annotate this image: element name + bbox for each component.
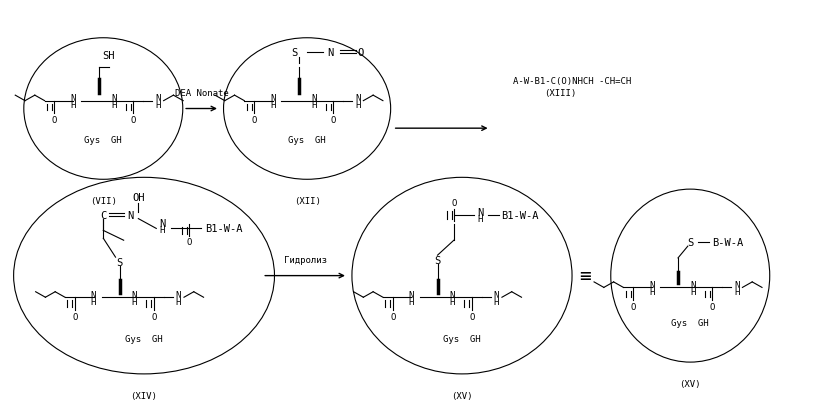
Text: S: S: [687, 238, 694, 247]
Text: (VII): (VII): [90, 197, 117, 206]
Text: N: N: [649, 280, 654, 289]
Text: H: H: [91, 297, 97, 306]
Text: H: H: [160, 225, 164, 235]
Text: (XIII): (XIII): [544, 89, 576, 98]
Text: H: H: [355, 101, 360, 110]
Text: B1-W-A: B1-W-A: [205, 224, 243, 234]
Text: O: O: [631, 302, 636, 311]
Text: Gys  GH: Gys GH: [125, 334, 163, 343]
Text: S: S: [116, 257, 123, 267]
Text: Gys  GH: Gys GH: [288, 136, 326, 145]
Text: A-W-B1-C(O)NHCH -CH=CH: A-W-B1-C(O)NHCH -CH=CH: [513, 77, 631, 86]
Text: (XII): (XII): [294, 197, 321, 206]
Text: Gys  GH: Gys GH: [84, 136, 122, 145]
Text: (XV): (XV): [680, 379, 701, 388]
Text: N: N: [477, 207, 483, 217]
Text: N: N: [734, 280, 739, 289]
Text: OH: OH: [132, 192, 145, 203]
Text: H: H: [690, 287, 695, 296]
Text: N: N: [91, 290, 97, 299]
Text: B-W-A: B-W-A: [712, 238, 744, 247]
Text: N: N: [70, 94, 76, 103]
Text: S: S: [292, 47, 298, 57]
Text: B1-W-A: B1-W-A: [501, 210, 538, 220]
Text: H: H: [70, 101, 76, 110]
Text: H: H: [450, 297, 455, 306]
Text: O: O: [131, 116, 136, 125]
Text: O: O: [187, 237, 191, 246]
Text: O: O: [709, 302, 715, 311]
Text: N: N: [176, 290, 181, 299]
Text: H: H: [132, 297, 137, 306]
Text: N: N: [270, 94, 276, 103]
Text: N: N: [132, 290, 137, 299]
Text: S: S: [434, 255, 441, 265]
Text: H: H: [649, 287, 654, 296]
Text: O: O: [251, 116, 257, 125]
Text: N: N: [450, 290, 455, 299]
Text: (XV): (XV): [452, 391, 473, 400]
Text: Gys  GH: Gys GH: [443, 334, 481, 343]
Text: N: N: [127, 210, 133, 220]
Text: H: H: [477, 215, 483, 223]
Text: N: N: [327, 47, 333, 57]
Text: O: O: [330, 116, 336, 125]
Text: O: O: [469, 312, 474, 321]
Text: O: O: [151, 312, 156, 321]
Text: H: H: [176, 297, 181, 306]
Text: SH: SH: [103, 51, 115, 61]
Text: N: N: [493, 290, 499, 299]
Text: H: H: [311, 101, 317, 110]
Text: H: H: [270, 101, 276, 110]
Text: O: O: [52, 116, 57, 125]
Text: N: N: [155, 94, 160, 103]
Text: H: H: [734, 287, 739, 296]
Text: O: O: [452, 199, 456, 208]
Text: N: N: [355, 94, 360, 103]
Text: H: H: [155, 101, 160, 110]
Text: Гидролиз: Гидролиз: [284, 256, 327, 265]
Text: O: O: [390, 312, 395, 321]
Text: Gys  GH: Gys GH: [672, 318, 709, 328]
Text: H: H: [111, 101, 117, 110]
Text: ≡: ≡: [579, 266, 591, 286]
Text: H: H: [493, 297, 499, 306]
Text: O: O: [72, 312, 78, 321]
Text: N: N: [690, 280, 695, 289]
Text: H: H: [409, 297, 414, 306]
Text: N: N: [409, 290, 414, 299]
Text: (XIV): (XIV): [131, 391, 158, 400]
Text: N: N: [111, 94, 117, 103]
Text: N: N: [311, 94, 317, 103]
Text: DEA Nonate: DEA Nonate: [175, 89, 229, 98]
Text: O: O: [357, 47, 364, 57]
Text: C: C: [100, 210, 106, 220]
Text: N: N: [159, 219, 165, 229]
